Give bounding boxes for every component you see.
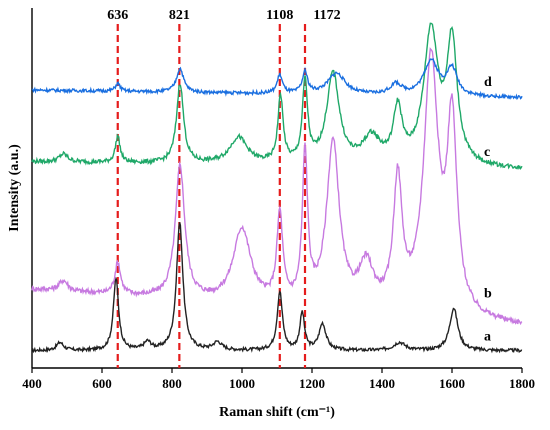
series-d-line xyxy=(31,57,523,101)
x-axis-title: Raman shift (cm⁻¹) xyxy=(219,405,335,420)
peak-label-1108: 1108 xyxy=(266,8,293,23)
x-tick-label-1800: 1800 xyxy=(509,376,535,391)
x-tick-label-600: 600 xyxy=(92,376,112,391)
series-c-line xyxy=(31,22,523,171)
series-a-label: a xyxy=(484,329,491,344)
series-layer xyxy=(31,22,523,354)
x-tick-label-1200: 1200 xyxy=(299,376,325,391)
reference-lines: 636 821 1108 1172 xyxy=(107,8,341,368)
peak-label-821: 821 xyxy=(169,8,190,23)
peak-label-636: 636 xyxy=(107,8,128,23)
series-b-line xyxy=(31,47,523,326)
series-a-line xyxy=(31,222,523,354)
x-tick-label-1400: 1400 xyxy=(369,376,395,391)
series-c-label: c xyxy=(484,145,490,160)
peak-label-1172: 1172 xyxy=(313,8,340,23)
plot-area xyxy=(31,8,522,369)
series-b-label: b xyxy=(484,287,492,302)
y-axis-title: Intensity (a.u.) xyxy=(7,144,22,232)
x-tick-label-1600: 1600 xyxy=(439,376,465,391)
series-d-label: d xyxy=(484,75,492,90)
x-tick-label-1000: 1000 xyxy=(229,376,255,391)
x-axis-ticks: 400 600 800 1000 1200 1400 1600 1800 xyxy=(22,368,535,391)
x-tick-label-400: 400 xyxy=(22,376,42,391)
x-tick-label-800: 800 xyxy=(162,376,182,391)
series-tags: a b c d xyxy=(484,75,492,344)
